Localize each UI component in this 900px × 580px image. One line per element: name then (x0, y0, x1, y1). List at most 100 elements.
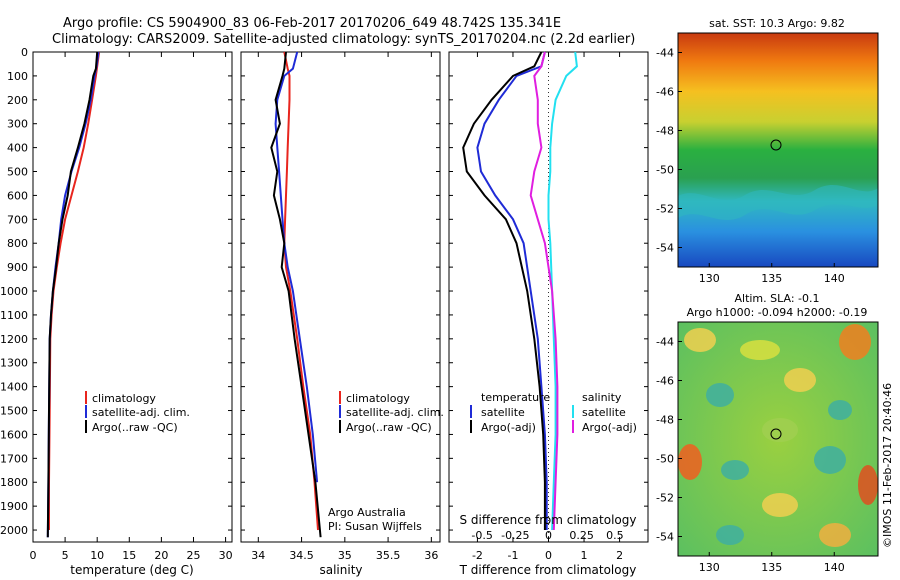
y-tick-label: 500 (7, 166, 28, 179)
lat-tick-label: -52 (656, 492, 674, 505)
salinity-legend: climatology satellite-adj. clim. Argo(..… (339, 391, 444, 434)
series-line-2 (547, 51, 578, 531)
lon-tick-label: 130 (699, 561, 720, 574)
series-line-1 (274, 51, 319, 483)
s-tick-label: -0.25 (501, 529, 529, 542)
lat-tick-label: -50 (656, 164, 674, 177)
y-tick-label: 400 (7, 142, 28, 155)
difference-legend: temperature salinity satellite Argo(-adj… (470, 391, 637, 434)
x-tick-label: 34 (251, 549, 265, 562)
legend-label-argo: Argo(..raw -QC) (92, 421, 178, 434)
x-tick-label: 5 (62, 549, 69, 562)
temperature-panel: 0100200300400500600700800900100011001200… (0, 46, 648, 577)
t-difference-axis: -2 -1 0 1 2 (472, 52, 623, 562)
temperature-series (46, 51, 101, 538)
y-tick-label: 1200 (0, 333, 28, 346)
y-tick-label: 1600 (0, 428, 28, 441)
y-tick-label: 600 (7, 189, 28, 202)
salinity-xlabel: salinity (319, 563, 362, 577)
series-line-3 (529, 51, 559, 531)
temperature-legend: climatology satellite-adj. clim. Argo(..… (85, 391, 190, 434)
lon-tick-label: 140 (824, 561, 845, 574)
y-tick-label: 1300 (0, 357, 28, 370)
x-tick-label: 35 (338, 549, 352, 562)
legend-label-t-argo: Argo(-adj) (481, 421, 536, 434)
sla-map-title-2: Argo h1000: -0.094 h2000: -0.19 (687, 306, 868, 319)
y-tick-label: 1700 (0, 452, 28, 465)
s-tick-label: 0.25 (569, 529, 594, 542)
x-tick-label: 2 (616, 549, 623, 562)
y-tick-label: 1100 (0, 309, 28, 322)
y-tick-label: 1500 (0, 405, 28, 418)
difference-panel: -2 -1 0 1 2 -0.5 -0.25 0 0.25 0.5 T difference f… (448, 51, 649, 577)
x-tick-label: 35.5 (376, 549, 401, 562)
series-line-0 (283, 51, 319, 531)
legend-label-s-satellite: satellite (582, 406, 626, 419)
y-tick-label: 2000 (0, 524, 28, 537)
y-tick-label: 300 (7, 118, 28, 131)
lat-tick-label: -48 (656, 125, 674, 138)
argo-credit-line-2: PI: Susan Wijffels (328, 520, 422, 533)
title-line-1: Argo profile: CS 5904900_83 06-Feb-2017 … (63, 16, 561, 31)
salinity-axis: 34 34.5 35 35.5 36 (251, 52, 438, 562)
x-tick-label: -1 (507, 549, 518, 562)
x-tick-label: 10 (90, 549, 104, 562)
x-tick-label: 25 (186, 549, 200, 562)
legend-label-satellite: satellite-adj. clim. (92, 406, 190, 419)
y-tick-label: 900 (7, 261, 28, 274)
legend-label-t-satellite: satellite (481, 406, 525, 419)
legend-label-satellite: satellite-adj. clim. (346, 406, 444, 419)
imos-credit: ©IMOS 11-Feb-2017 20:40:46 (881, 383, 894, 548)
y-tick-label: 1000 (0, 285, 28, 298)
legend-header-temperature: temperature (481, 391, 550, 404)
legend-header-salinity: salinity (582, 391, 622, 404)
y-tick-label: 800 (7, 237, 28, 250)
s-tick-label: -0.5 (471, 529, 492, 542)
s-tick-label: 0.5 (606, 529, 624, 542)
sst-map-axes: 130 135 140 -44 -46 -48 -50 -52 -54 (656, 47, 845, 286)
temperature-frame (32, 51, 233, 543)
lon-tick-label: 140 (824, 272, 845, 285)
salinity-frame (240, 51, 441, 543)
depth-axis: 0 100 200 300 400 500 600 700 800 900 1000 1100 1200… (0, 46, 648, 537)
lat-tick-label: -54 (656, 242, 674, 255)
title-line-2: Climatology: CARS2009. Satellite-adjuste… (52, 32, 635, 47)
argo-location-marker (770, 428, 782, 440)
sst-front (678, 185, 878, 220)
s-difference-label: S difference from climatology (460, 513, 637, 527)
series-line-0 (476, 51, 548, 530)
lat-tick-label: -44 (656, 336, 674, 349)
temperature-xlabel: temperature (deg C) (70, 563, 193, 577)
legend-label-climatology: climatology (92, 392, 156, 405)
x-tick-label: 0 (545, 549, 552, 562)
y-tick-label: 0 (21, 46, 28, 59)
series-line-2 (270, 51, 322, 538)
x-tick-label: 0 (30, 549, 37, 562)
y-tick-label: 100 (7, 70, 28, 83)
x-tick-label: 30 (219, 549, 233, 562)
lat-tick-label: -52 (656, 203, 674, 216)
sla-map: Altim. SLA: -0.1 Argo h1000: -0.094 h200… (656, 292, 894, 574)
y-tick-label: 1400 (0, 381, 28, 394)
lat-tick-label: -46 (656, 375, 674, 388)
temperature-axis: 0 5 10 15 20 25 30 (30, 52, 233, 562)
s-tick-label: 0 (545, 529, 552, 542)
x-tick-label: 20 (154, 549, 168, 562)
y-tick-label: 1800 (0, 476, 28, 489)
x-tick-label: -2 (472, 549, 483, 562)
argo-credit-line-1: Argo Australia (328, 506, 406, 519)
sla-map-title-1: Altim. SLA: -0.1 (734, 292, 819, 305)
legend-label-climatology: climatology (346, 392, 410, 405)
x-tick-label: 1 (581, 549, 588, 562)
lat-tick-label: -50 (656, 453, 674, 466)
series-line-0 (48, 51, 101, 530)
lat-tick-label: -54 (656, 531, 674, 544)
y-tick-label: 700 (7, 213, 28, 226)
x-tick-label: 34.5 (289, 549, 314, 562)
sst-map: sat. SST: 10.3 Argo: 9.82 130 135 140 -44 -4… (656, 17, 879, 286)
sla-map-frame (677, 321, 879, 557)
lat-tick-label: -44 (656, 47, 674, 60)
y-tick-label: 200 (7, 94, 28, 107)
series-line-2 (46, 51, 99, 538)
